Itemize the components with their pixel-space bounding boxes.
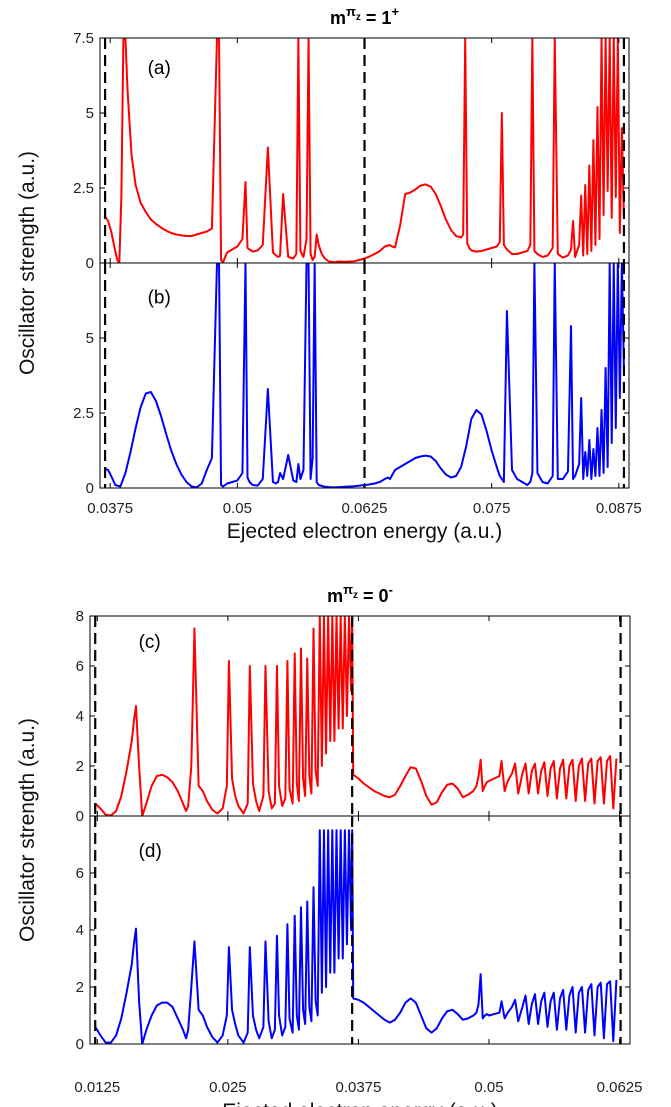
x-tick-label: 0.05	[223, 500, 252, 517]
panel-a: 0 2.5 5 7.5 (a)	[73, 30, 630, 272]
x-tick-label: 0.0875	[596, 500, 642, 517]
series-line	[104, 38, 625, 263]
y-tick-label: 0	[86, 480, 94, 497]
y-tick-label: 2.5	[73, 180, 94, 197]
y-tick-label: 0	[76, 808, 84, 825]
x-axis-label: Ejected electron energy (a.u.)	[222, 1100, 497, 1107]
series-line	[94, 829, 618, 1044]
x-tick-label: 0.0125	[74, 1079, 120, 1096]
y-tick-label: 2.5	[73, 405, 94, 422]
x-tick-label: 0.075	[473, 500, 511, 517]
y-tick-label: 6	[76, 658, 84, 675]
y-tick-label: 5	[86, 105, 94, 122]
x-tick-label: 0.0625	[597, 1079, 643, 1096]
y-tick-label: 5	[86, 330, 94, 347]
x-tick-label: 0.0375	[335, 1079, 381, 1096]
panel-b: 0 2.5 5 (b)	[73, 262, 630, 497]
y-tick-label: 4	[76, 922, 84, 939]
y-tick-label: 0	[86, 255, 94, 272]
panel-label: (d)	[139, 841, 162, 862]
panel-d: 0 2 4 6 (d)	[76, 815, 631, 1053]
series-line	[104, 263, 625, 488]
chart-2: mπz = 0- 0 2 4 6 8 (c) 0 2 4 6 (d) 0.0125 0.025 0.0375…	[16, 582, 643, 1107]
y-axis-label: Oscillator strength (a.u.)	[16, 151, 39, 375]
y-axis-label: Oscillator strength (a.u.)	[16, 718, 39, 942]
x-tick-label: 0.0625	[342, 500, 388, 517]
series-line	[94, 616, 618, 816]
panel-label: (c)	[139, 632, 161, 653]
y-tick-label: 8	[76, 608, 84, 625]
y-tick-label: 2	[76, 979, 84, 996]
y-tick-label: 7.5	[73, 30, 94, 47]
panel-c: 0 2 4 6 8 (c)	[76, 608, 631, 825]
y-tick-label: 4	[76, 708, 84, 725]
x-tick-label: 0.0375	[87, 500, 133, 517]
y-tick-label: 2	[76, 758, 84, 775]
x-tick-label: 0.025	[209, 1079, 247, 1096]
chart-1: mπz = 1+ 0 2.5 5 7.5 (a) 0 2.5 5 (b) 0.0375 0.05 0.0…	[16, 4, 642, 543]
y-tick-label: 6	[76, 865, 84, 882]
chart-title: mπz = 0-	[327, 582, 393, 606]
y-tick-label: 0	[76, 1036, 84, 1053]
x-tick-label: 0.05	[474, 1079, 503, 1096]
x-axis-label: Ejected electron energy (a.u.)	[227, 520, 502, 543]
chart-title: mπz = 1+	[330, 4, 400, 28]
panel-label: (b)	[148, 288, 171, 309]
panel-label: (a)	[148, 58, 171, 79]
